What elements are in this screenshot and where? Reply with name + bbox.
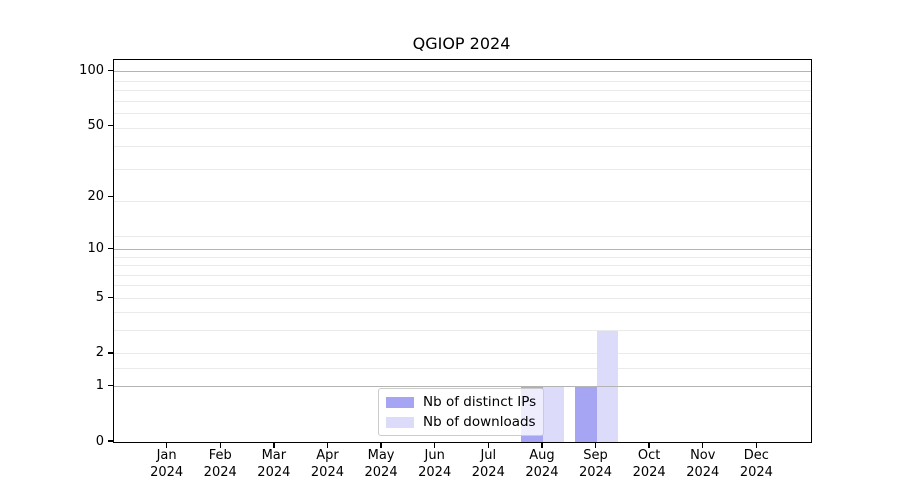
bar-aug-downloads bbox=[542, 386, 565, 442]
gridline-major bbox=[114, 249, 811, 251]
gridline-minor bbox=[114, 100, 811, 102]
y-tick-mark bbox=[108, 296, 113, 298]
x-tick-label: Jan 2024 bbox=[140, 448, 194, 481]
x-tick-mark bbox=[755, 442, 758, 448]
y-tick-label: 10 bbox=[87, 241, 104, 257]
y-tick-mark bbox=[108, 247, 113, 250]
gridline-minor bbox=[114, 145, 811, 147]
x-tick-mark bbox=[541, 442, 543, 448]
gridline-minor bbox=[114, 274, 811, 276]
x-tick-mark bbox=[219, 442, 221, 448]
bar-sep-distinct-ips bbox=[575, 386, 597, 442]
x-tick-month: Apr bbox=[316, 448, 339, 463]
gridline-major bbox=[114, 385, 811, 387]
x-tick-label: Mar 2024 bbox=[247, 448, 301, 481]
gridline-minor bbox=[114, 127, 811, 129]
y-tick-mark bbox=[108, 70, 113, 72]
gridline-minor bbox=[114, 285, 811, 287]
x-tick-label: Aug 2024 bbox=[515, 448, 569, 481]
x-tick-mark bbox=[648, 442, 650, 448]
x-tick-label: Jul 2024 bbox=[461, 448, 515, 481]
x-tick-year: 2024 bbox=[686, 464, 720, 480]
x-tick-mark bbox=[702, 442, 704, 448]
x-tick-month: Mar bbox=[261, 448, 287, 463]
y-tick-mark bbox=[108, 352, 113, 354]
gridline-minor bbox=[114, 89, 811, 91]
legend-swatch-distinct-ips-icon bbox=[386, 396, 414, 408]
x-tick-label: Nov 2024 bbox=[676, 448, 730, 481]
x-tick-label: Dec 2024 bbox=[729, 448, 783, 481]
x-tick-month: Jun bbox=[424, 448, 445, 463]
y-tick-label: 1 bbox=[95, 377, 104, 393]
x-tick-month: May bbox=[367, 448, 395, 463]
x-tick-year: 2024 bbox=[418, 464, 452, 480]
legend-item-distinct-ips: Nb of distinct IPs bbox=[386, 394, 537, 410]
y-tick-label: 2 bbox=[95, 345, 104, 361]
x-tick-mark bbox=[326, 442, 329, 448]
x-tick-mark bbox=[165, 442, 168, 448]
legend: Nb of distinct IPs Nb of downloads bbox=[378, 388, 544, 436]
legend-label-downloads: Nb of downloads bbox=[423, 414, 536, 430]
x-tick-month: Jan bbox=[156, 448, 177, 463]
legend-item-downloads: Nb of downloads bbox=[386, 414, 536, 430]
x-tick-label: Feb 2024 bbox=[193, 448, 247, 481]
gridline-minor bbox=[114, 168, 811, 170]
x-tick-mark bbox=[594, 442, 597, 448]
gridline-minor bbox=[114, 265, 811, 267]
gridline-minor bbox=[114, 201, 811, 203]
x-tick-month: Feb bbox=[208, 448, 232, 463]
x-tick-year: 2024 bbox=[578, 464, 613, 480]
x-tick-month: Sep bbox=[583, 448, 608, 463]
gridline-minor bbox=[114, 80, 811, 82]
gridline-minor bbox=[114, 367, 811, 369]
x-tick-label: Oct 2024 bbox=[622, 448, 676, 481]
x-tick-label: Sep 2024 bbox=[569, 448, 623, 481]
legend-label-distinct-ips: Nb of distinct IPs bbox=[423, 394, 537, 410]
x-tick-label: Apr 2024 bbox=[300, 448, 354, 481]
x-tick-year: 2024 bbox=[471, 464, 505, 480]
gridline-minor bbox=[114, 312, 811, 314]
y-tick-mark bbox=[108, 384, 113, 387]
x-tick-year: 2024 bbox=[525, 464, 559, 480]
x-tick-mark bbox=[433, 442, 436, 448]
y-tick-mark bbox=[108, 196, 113, 198]
legend-swatch-downloads-icon bbox=[386, 416, 414, 428]
x-tick-month: Aug bbox=[529, 448, 555, 463]
gridline-major bbox=[114, 71, 811, 73]
gridline-minor bbox=[114, 113, 811, 115]
y-tick-label: 5 bbox=[95, 289, 104, 305]
plot-area bbox=[113, 59, 812, 443]
y-tick-label: 50 bbox=[87, 118, 104, 134]
x-tick-year: 2024 bbox=[632, 464, 666, 480]
x-tick-year: 2024 bbox=[203, 464, 237, 480]
x-tick-label: Jun 2024 bbox=[408, 448, 462, 481]
x-tick-year: 2024 bbox=[739, 464, 773, 480]
chart-title: QGIOP 2024 bbox=[412, 34, 511, 53]
x-tick-month: Dec bbox=[743, 448, 769, 463]
gridline-minor bbox=[114, 235, 811, 237]
y-tick-label: 0 bbox=[95, 433, 104, 449]
y-tick-mark bbox=[108, 440, 113, 442]
gridline-minor bbox=[114, 256, 811, 258]
x-tick-month: Nov bbox=[690, 448, 716, 463]
x-tick-month: Oct bbox=[637, 448, 661, 463]
gridline-minor bbox=[114, 297, 811, 299]
x-tick-label: May 2024 bbox=[354, 448, 408, 481]
x-tick-mark bbox=[487, 442, 489, 448]
y-tick-label: 20 bbox=[87, 189, 104, 205]
x-tick-year: 2024 bbox=[310, 464, 344, 480]
x-tick-year: 2024 bbox=[364, 464, 398, 480]
x-tick-mark bbox=[380, 442, 382, 448]
y-tick-label: 100 bbox=[79, 63, 104, 79]
gridline-minor bbox=[114, 353, 811, 355]
y-tick-mark bbox=[108, 124, 113, 127]
x-tick-month: Jul bbox=[480, 448, 497, 463]
x-tick-mark bbox=[273, 442, 275, 448]
x-tick-year: 2024 bbox=[257, 464, 291, 480]
x-tick-year: 2024 bbox=[150, 464, 184, 480]
gridline-minor bbox=[114, 330, 811, 332]
